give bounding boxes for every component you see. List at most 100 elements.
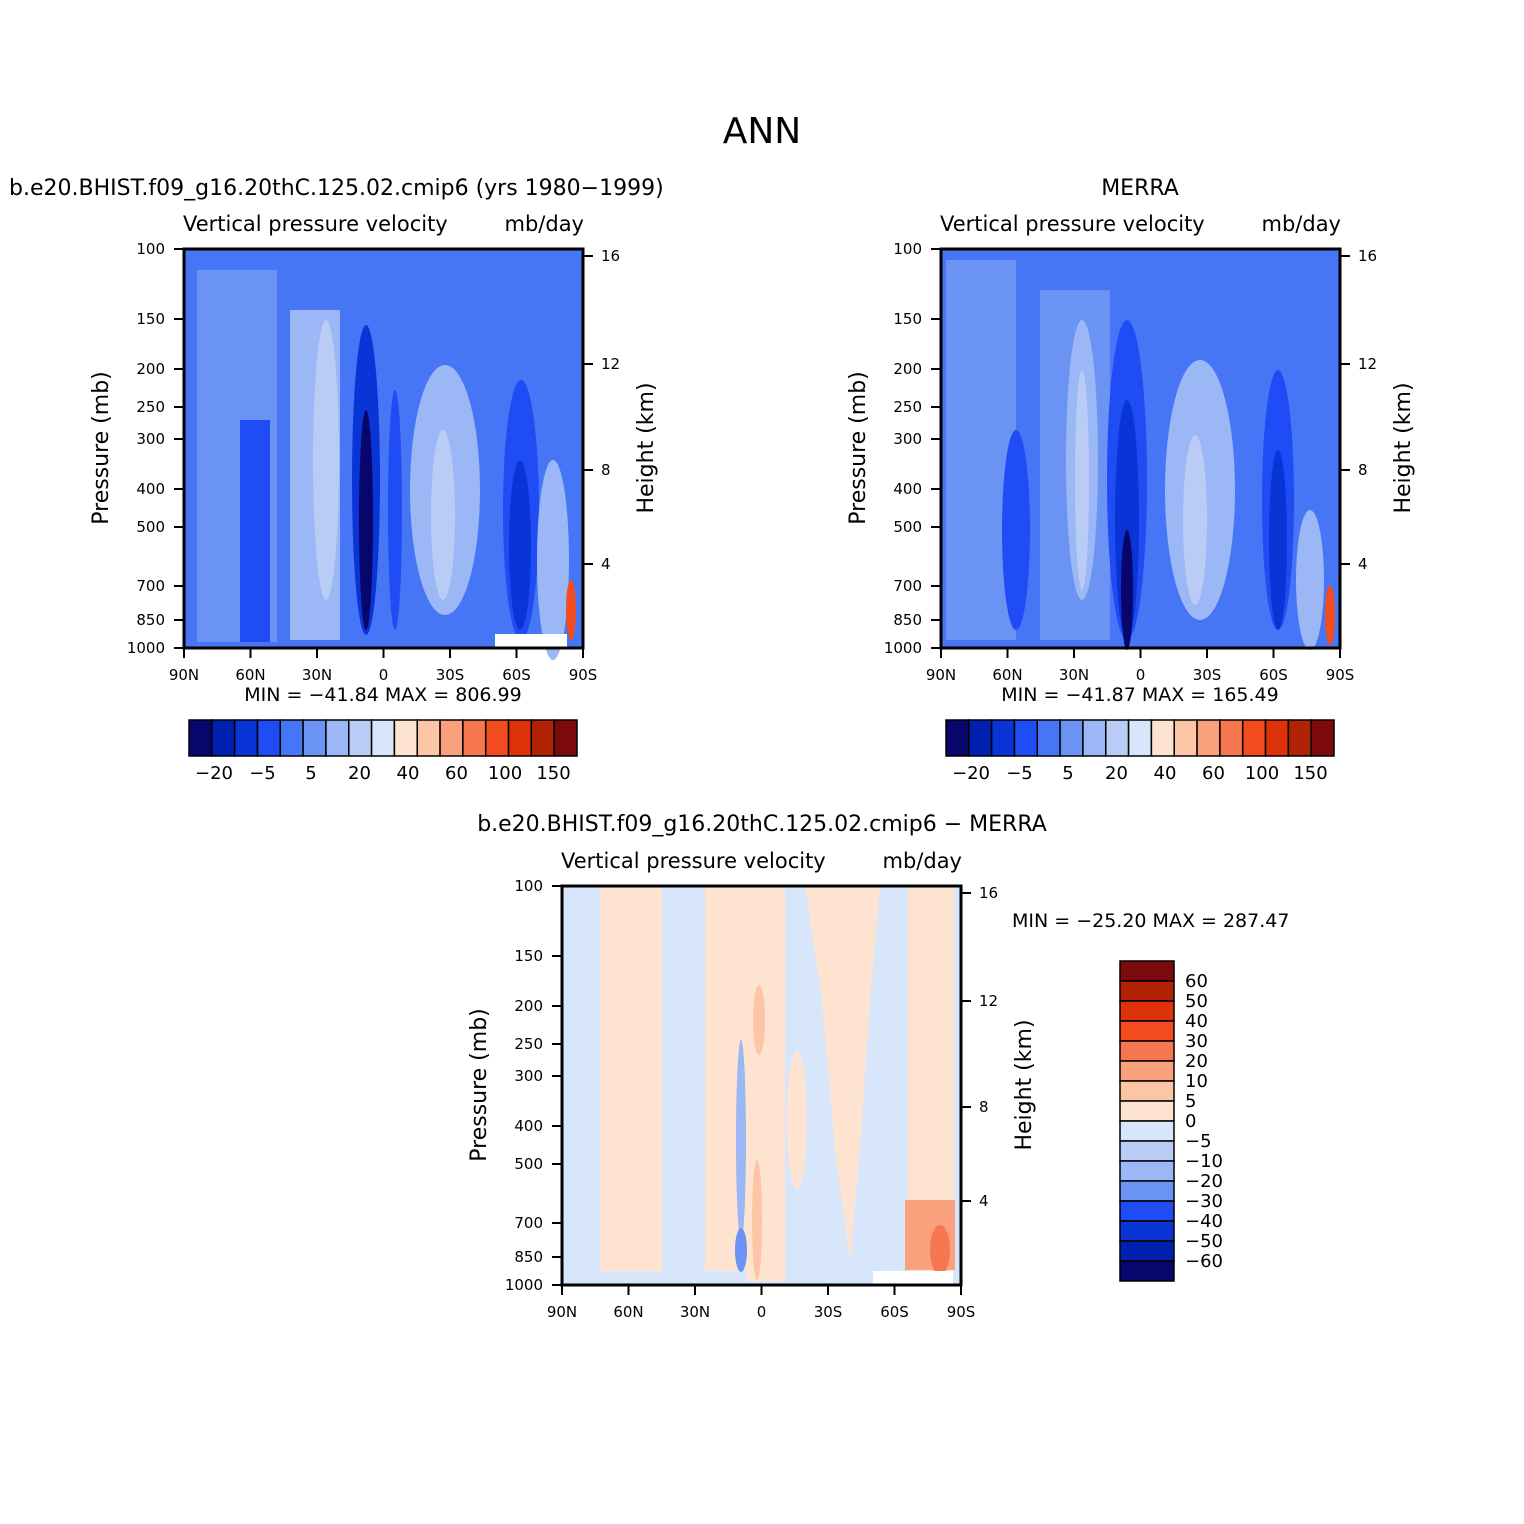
panel-obs-x-ticks: 90N 60N 30N 0 30S 60S 90S [926,648,1354,684]
panel-obs-right-tick-label: 12 [1358,355,1377,373]
panel-model-field-shading [388,390,402,630]
panel-obs-colorbar-label: 60 [1202,763,1225,784]
colorbar-cell [1119,1260,1175,1282]
panel-diff-x-tick-label: 60N [613,1303,643,1321]
panel-obs-x-tick-label: 60N [992,666,1022,684]
panel-obs-field-shading [1075,370,1089,590]
colorbar-cell [1119,1160,1175,1182]
panel-obs-y-tick-label: 1000 [884,639,922,657]
panel-model-field-shading [537,460,569,660]
panel-obs-field-shading [1121,530,1133,650]
colorbar-cell [1119,1100,1175,1122]
panel-diff-min-max: MIN = −25.20 MAX = 287.47 [1012,910,1289,932]
panel-obs-y-tick-label: 150 [893,310,922,328]
panel-obs-y-tick-label: 500 [893,518,922,536]
panel-model-y-tick-label: 500 [136,518,165,536]
panel-obs-x-tick-label: 0 [1136,666,1146,684]
panel-diff-right-ticks: 16 12 8 4 [961,884,998,1210]
panel-diff-colorbar-label: 30 [1185,1031,1208,1052]
panel-obs-x-tick-label: 60S [1259,666,1288,684]
panel-model-plot-area [182,247,585,660]
panel-obs-colorbar-label: −5 [1006,763,1033,784]
panel-model-right-tick-label: 16 [601,247,620,265]
panel-diff-y-axis-label: Pressure (mb) [467,1008,492,1162]
panel-diff-field-shading [787,1050,807,1190]
panel-diff-colorbar-cells [1119,960,1175,1282]
panel-diff-x-ticks: 90N 60N 30N 0 30S 60S 90S [547,1285,975,1321]
panel-model-colorbar-label: 60 [445,763,468,784]
panel-obs-y-axis-label: Pressure (mb) [846,371,871,525]
panel-diff-y-tick-label: 850 [514,1248,543,1266]
panel-model-colorbar-label: 20 [348,763,371,784]
panel-diff-field-shading [805,886,880,1260]
panel-model-field-shading [240,420,270,642]
panel-obs-colorbar-label: 20 [1105,763,1128,784]
colorbar-cell [1196,719,1221,757]
panel-model-y-tick-label: 300 [136,430,165,448]
panel-model-y-tick-label: 1000 [127,639,165,657]
panel-model-y-tick-label: 100 [136,240,165,258]
panel-model-right-tick-label: 8 [601,461,611,479]
panel-diff-x-tick-label: 90N [547,1303,577,1321]
panel-obs-field-shading [1002,430,1030,630]
panel-diff-y-tick-label: 1000 [505,1276,543,1294]
panel-model-subtitle-right: mb/day [505,212,585,236]
panel-diff-colorbar-label: −20 [1185,1171,1223,1192]
panel-diff-y-tick-label: 250 [514,1035,543,1053]
panel-diff-colorbar-label: 5 [1185,1091,1196,1112]
colorbar-cell [553,719,578,757]
panel-diff-missing-data [873,1271,953,1284]
panel-obs-plot-area [939,247,1342,650]
colorbar-cell [1119,1020,1175,1042]
panel-model-field-shading [313,320,339,600]
panel-diff-x-tick-label: 90S [947,1303,976,1321]
colorbar-cell [990,719,1016,757]
panel-diff-right-axis-label: Height (km) [1012,1019,1037,1150]
panel-diff-right-tick-label: 12 [979,992,998,1010]
panel-model-field-shading [431,430,455,600]
panel-diff-x-tick-label: 30S [814,1303,843,1321]
colorbar-cell [1127,719,1153,757]
colorbar-cell [1310,719,1335,757]
panel-diff-colorbar: 60 50 40 30 20 10 5 0 −5 −10 −20 −30 −40… [1119,960,1223,1282]
panel-obs-min-max: MIN = −41.87 MAX = 165.49 [1001,684,1278,706]
panel-model-colorbar-label: −5 [249,763,276,784]
panel-diff-y-tick-label: 700 [514,1214,543,1232]
panel-diff-field-shading [600,886,662,1271]
panel-obs-y-tick-label: 250 [893,398,922,416]
panel-model-x-ticks: 90N 60N 30N 0 30S 60S 90S [169,648,597,684]
panel-model-colorbar-label: 100 [488,763,522,784]
panel-diff-y-tick-label: 500 [514,1155,543,1173]
panel-diff-colorbar-label: 50 [1185,991,1208,1012]
panel-model-min-max: MIN = −41.84 MAX = 806.99 [244,684,521,706]
colorbar-cell [1036,719,1061,757]
panel-model-x-tick-label: 60N [235,666,265,684]
panel-obs-right-axis-label: Height (km) [1391,382,1416,513]
panel-obs-y-tick-label: 200 [893,360,922,378]
colorbar-cell [530,719,555,757]
panel-obs-colorbar-label: 5 [1062,763,1073,784]
panel-diff-subtitle-right: mb/day [883,849,963,873]
figure-title: ANN [723,111,802,152]
colorbar-cell [188,719,213,757]
panel-obs-colorbar-label: 40 [1154,763,1177,784]
panel-obs-y-tick-label: 100 [893,240,922,258]
panel-model-colorbar-cells [188,719,578,757]
panel-obs-y-tick-label: 850 [893,611,922,629]
panel-model-x-tick-label: 30S [436,666,465,684]
panel-diff-colorbar-label: 40 [1185,1011,1208,1032]
panel-diff-y-tick-label: 300 [514,1067,543,1085]
colorbar-cell [233,719,259,757]
panel-obs-field-shading [1183,435,1207,605]
colorbar-cell [348,719,373,757]
panel-obs-colorbar: −20 −5 5 20 40 60 100 150 [945,719,1335,784]
colorbar-cell [462,719,487,757]
panel-diff-colorbar-label: 0 [1185,1111,1196,1132]
colorbar-cell [393,719,418,757]
panel-model-colorbar-label: 150 [536,763,570,784]
panel-model-missing-data [495,634,567,647]
panel-obs-y-tick-label: 300 [893,430,922,448]
panel-diff-right-tick-label: 16 [979,884,998,902]
colorbar-cell [302,719,327,757]
colorbar-cell [507,719,533,757]
